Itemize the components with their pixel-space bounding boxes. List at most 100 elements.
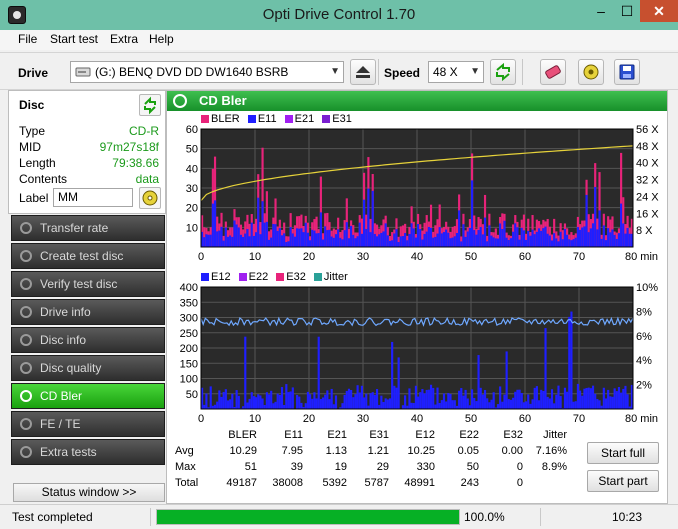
e12-bar bbox=[462, 395, 465, 409]
e11-bar bbox=[436, 233, 439, 247]
e11-bar bbox=[304, 222, 307, 247]
legend-top: BLER E11 E21 E31 bbox=[201, 113, 357, 125]
e11-bar bbox=[248, 236, 251, 247]
nav-fe-te[interactable]: FE / TE bbox=[11, 411, 165, 437]
e11-bar bbox=[617, 233, 621, 247]
e11-bar bbox=[624, 233, 627, 247]
nav-create-test-disc[interactable]: Create test disc bbox=[11, 243, 165, 269]
e11-bar bbox=[514, 223, 517, 247]
e11-bar bbox=[207, 234, 210, 247]
e11-bar bbox=[492, 237, 495, 247]
e12-bar bbox=[490, 399, 493, 409]
panel-title: CD Bler bbox=[199, 93, 247, 108]
e11-bar bbox=[432, 237, 435, 247]
e11-bar bbox=[490, 235, 493, 247]
e11-bar bbox=[626, 227, 629, 247]
minimize-button[interactable]: – bbox=[597, 3, 605, 19]
e12-bar bbox=[587, 387, 590, 409]
e12-bar bbox=[213, 404, 217, 409]
e12-bar bbox=[261, 398, 264, 409]
e12-bar bbox=[347, 388, 351, 409]
e11-bar bbox=[270, 237, 273, 247]
e11-bar bbox=[548, 235, 551, 247]
e12-bar bbox=[250, 392, 253, 409]
nav-cd-bler[interactable]: CD Bler bbox=[11, 383, 165, 409]
nav-verify-test-disc[interactable]: Verify test disc bbox=[11, 271, 165, 297]
e12-bar bbox=[555, 394, 558, 409]
legend-e22: E22 bbox=[238, 271, 268, 283]
e11-bar bbox=[611, 229, 614, 247]
menu-file[interactable]: File bbox=[18, 32, 38, 46]
y-tick-label: 400 bbox=[180, 283, 198, 294]
e12-bar bbox=[343, 395, 346, 409]
bler-bar bbox=[587, 214, 590, 247]
menu-start-test[interactable]: Start test bbox=[50, 32, 99, 46]
nav-label: Transfer rate bbox=[40, 221, 109, 235]
e11-bar bbox=[594, 186, 597, 247]
stats-cell: 0.05 bbox=[457, 445, 479, 457]
e11-bar bbox=[622, 223, 625, 247]
stats-cell: 7.16% bbox=[535, 445, 567, 457]
e11-bar bbox=[417, 224, 420, 247]
drive-select[interactable]: (G:) BENQ DVD DD DW1640 BSRB ▼ bbox=[70, 61, 344, 83]
e11-bar bbox=[615, 238, 618, 247]
refresh-speed-button[interactable] bbox=[490, 59, 516, 85]
status-text: Test completed bbox=[12, 510, 93, 524]
menu-extra[interactable]: Extra bbox=[110, 32, 139, 46]
e11-bar bbox=[309, 240, 312, 247]
nav-extra-tests[interactable]: Extra tests bbox=[11, 439, 165, 465]
nav-drive-info[interactable]: Drive info bbox=[11, 299, 165, 325]
e12-bar bbox=[401, 405, 405, 409]
menu-help[interactable]: Help bbox=[149, 32, 174, 46]
nav-disc-quality[interactable]: Disc quality bbox=[11, 355, 165, 381]
bler-bar bbox=[438, 204, 441, 247]
e11-bar bbox=[211, 203, 214, 247]
options-button[interactable] bbox=[578, 59, 604, 85]
erase-button[interactable] bbox=[540, 59, 566, 85]
start-part-button[interactable]: Start part bbox=[587, 470, 659, 492]
stats-cell: 39 bbox=[290, 461, 303, 473]
e12-jitter-chart: 400 350 300 250 200 150 100 50 10% 8% 6% 4% 2% 0 10 20 3… bbox=[180, 283, 659, 425]
x-tick-label: 10 bbox=[249, 413, 261, 425]
e11-bar bbox=[391, 240, 394, 247]
e11-bar bbox=[311, 229, 314, 247]
e12-bar bbox=[507, 399, 510, 409]
eject-button[interactable] bbox=[350, 59, 376, 85]
e12-bar bbox=[276, 393, 279, 409]
e12-bar bbox=[607, 389, 610, 409]
e11-bar bbox=[445, 229, 448, 247]
bler-bar bbox=[265, 191, 268, 247]
nav-transfer-rate[interactable]: Transfer rate bbox=[11, 215, 165, 241]
y2-tick-label: 8% bbox=[636, 306, 652, 318]
e11-bar bbox=[555, 238, 558, 247]
legend-e32: E32 bbox=[276, 271, 306, 283]
e12-bar bbox=[533, 387, 536, 409]
disc-label-input[interactable]: MM bbox=[53, 188, 133, 207]
nav-disc-info[interactable]: Disc info bbox=[11, 327, 165, 353]
close-button[interactable]: ✕ bbox=[640, 0, 678, 22]
disc-refresh-button[interactable] bbox=[139, 94, 161, 116]
e12-bar bbox=[386, 399, 389, 409]
speed-select[interactable]: 48 X ▼ bbox=[428, 61, 484, 83]
e11-bar bbox=[531, 229, 534, 247]
disc-label-button[interactable] bbox=[139, 187, 161, 209]
legend-bottom: E12 E22 E32 Jitter bbox=[201, 271, 353, 283]
drive-select-value: (G:) BENQ DVD DD DW1640 BSRB bbox=[95, 65, 289, 79]
e12-bar bbox=[429, 384, 433, 409]
e11-bar bbox=[591, 223, 595, 247]
e12-bar bbox=[257, 394, 260, 409]
stats-header-e31: E31 bbox=[369, 429, 389, 441]
save-button[interactable] bbox=[614, 59, 640, 85]
e11-bar bbox=[408, 233, 411, 247]
e11-bar bbox=[315, 233, 318, 247]
drive-info-icon bbox=[20, 306, 32, 318]
start-full-button[interactable]: Start full bbox=[587, 442, 659, 464]
e11-bar bbox=[483, 217, 487, 247]
maximize-button[interactable]: ☐ bbox=[620, 3, 634, 19]
e11-bar bbox=[339, 237, 342, 247]
e11-bar bbox=[350, 225, 353, 247]
status-window-button[interactable]: Status window >> bbox=[13, 483, 165, 502]
e12-bar bbox=[505, 351, 508, 409]
e11-bar bbox=[447, 232, 450, 247]
e12-bar bbox=[598, 400, 601, 409]
